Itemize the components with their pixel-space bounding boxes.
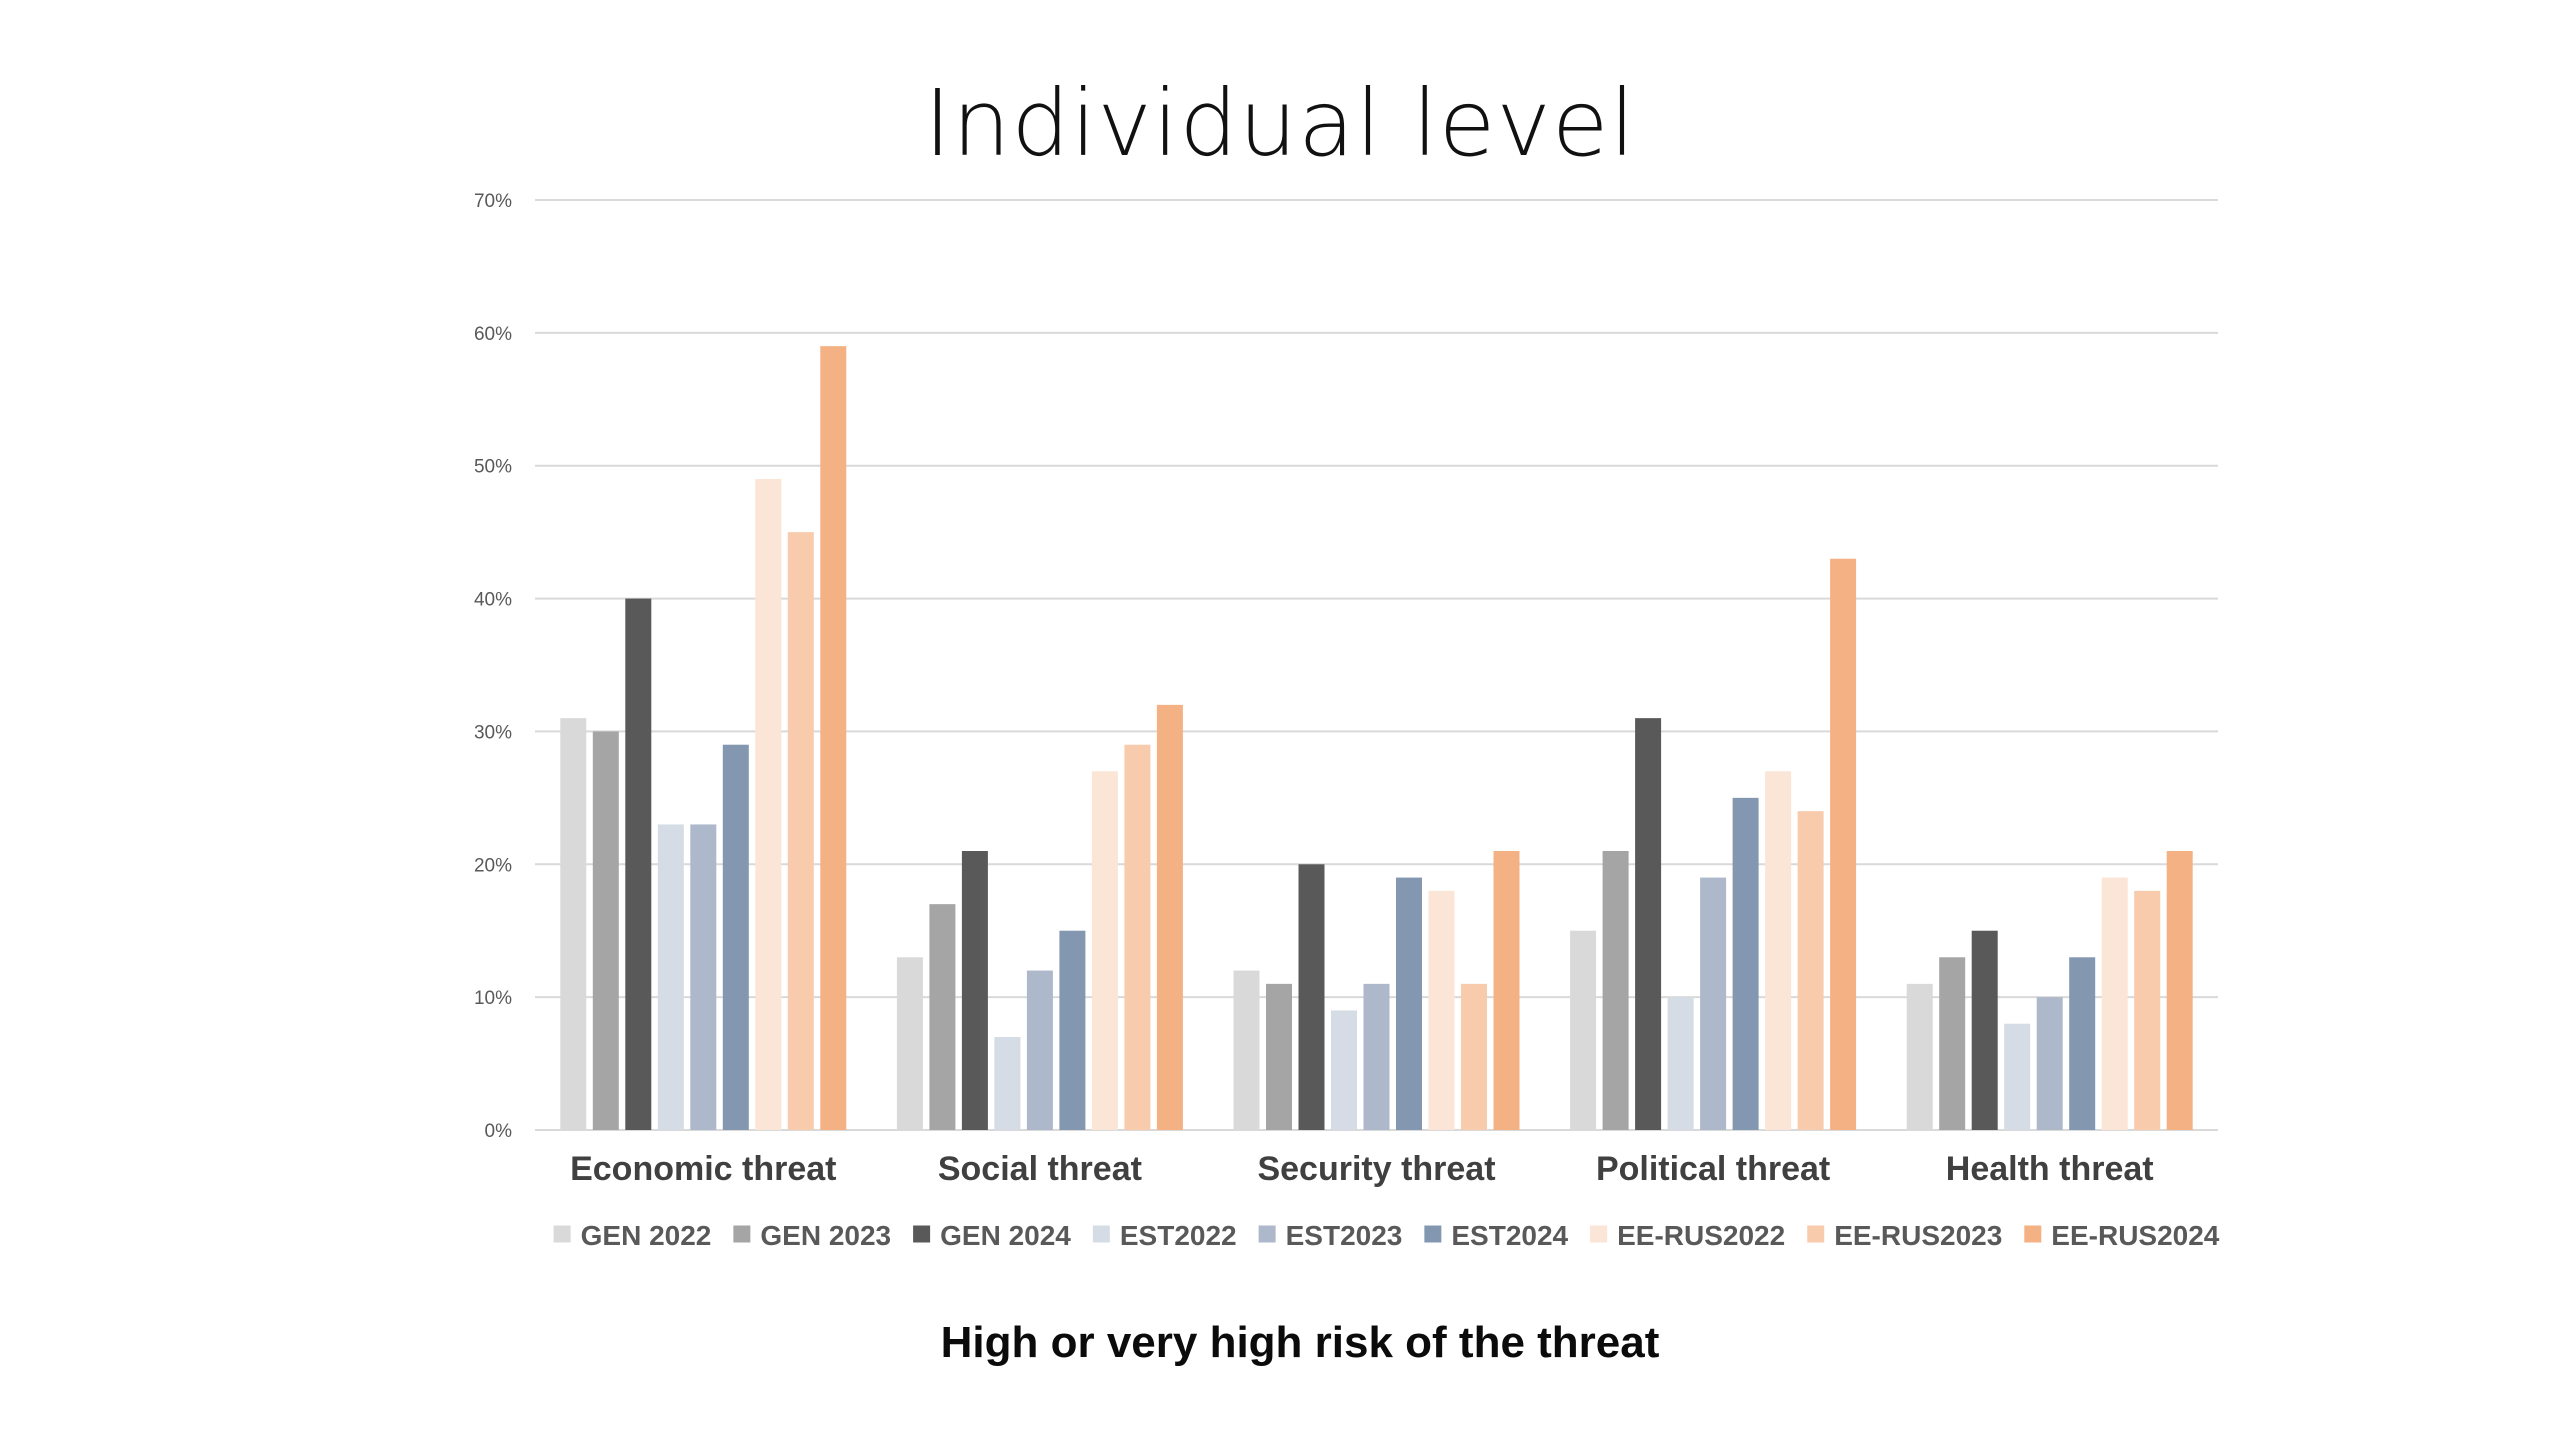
- bar: [1428, 890, 1455, 1130]
- legend-label: EST2022: [1120, 1220, 1237, 1251]
- y-tick-label: 40%: [474, 590, 512, 611]
- bar: [2036, 997, 2063, 1130]
- bar: [1906, 983, 1933, 1130]
- bar: [1797, 811, 1824, 1130]
- bar: [1602, 851, 1629, 1130]
- legend-swatch: [1424, 1225, 1442, 1243]
- bar: [820, 346, 847, 1131]
- x-category-label: Social threat: [938, 1150, 1142, 1188]
- bar: [1939, 957, 1966, 1130]
- legend-label: EE-RUS2022: [1617, 1220, 1785, 1251]
- bar: [1971, 930, 1998, 1130]
- legend-swatch: [553, 1225, 571, 1243]
- bar: [1363, 983, 1390, 1130]
- bar: [787, 532, 814, 1130]
- y-tick-label: 10%: [474, 988, 512, 1009]
- bar: [1732, 797, 1759, 1130]
- bar: [1331, 1010, 1357, 1130]
- y-tick-label: 30%: [474, 722, 512, 743]
- legend-swatch: [1258, 1225, 1276, 1243]
- bar: [2166, 851, 2193, 1130]
- legend-swatch: [1590, 1225, 1608, 1243]
- bar: [1700, 877, 1727, 1130]
- legend-swatch: [1092, 1225, 1110, 1243]
- x-category-label: Political threat: [1596, 1150, 1830, 1188]
- bar: [1156, 704, 1183, 1130]
- y-tick-label: 70%: [474, 191, 512, 212]
- x-category-label: Security threat: [1257, 1150, 1495, 1188]
- bar: [2101, 877, 2128, 1130]
- bar: [1091, 771, 1118, 1130]
- bar: [1461, 983, 1487, 1130]
- bar: [657, 824, 684, 1130]
- bar: [755, 479, 782, 1130]
- bar: [896, 957, 923, 1130]
- bar: [1635, 718, 1662, 1130]
- bar: [929, 904, 956, 1130]
- legend-label: EST2024: [1451, 1220, 1568, 1251]
- legend-swatch: [2024, 1225, 2042, 1243]
- bar: [625, 598, 652, 1130]
- chart-title: Individual level: [923, 70, 1637, 177]
- bar: [1124, 744, 1151, 1130]
- chart-subtitle: High or very high risk of the threat: [940, 1318, 1660, 1367]
- bar: [1233, 970, 1260, 1130]
- legend-swatch: [1807, 1225, 1825, 1243]
- bar: [1298, 864, 1325, 1130]
- bar: [560, 718, 587, 1130]
- bar: [1396, 877, 1422, 1130]
- bar: [1667, 997, 1694, 1130]
- y-tick-label: 20%: [474, 855, 512, 876]
- bar: [1266, 983, 1292, 1130]
- bar: [1026, 970, 1053, 1130]
- bar: [994, 1037, 1021, 1130]
- legend-label: GEN 2022: [581, 1220, 712, 1251]
- bar: [592, 731, 619, 1130]
- legend-label: GEN 2024: [940, 1220, 1071, 1251]
- y-tick-label: 60%: [474, 324, 512, 345]
- bar: [2069, 957, 2096, 1130]
- legend-label: GEN 2023: [760, 1220, 891, 1251]
- bar: [1493, 851, 1520, 1130]
- legend-swatch: [733, 1225, 751, 1243]
- bar: [2134, 890, 2161, 1130]
- y-tick-label: 0%: [485, 1121, 513, 1142]
- bar: [1830, 558, 1857, 1130]
- bar: [722, 744, 749, 1130]
- bar: [961, 851, 988, 1130]
- bar: [690, 824, 717, 1130]
- legend-label: EE-RUS2023: [1834, 1220, 2002, 1251]
- x-category-label: Health threat: [1946, 1150, 2154, 1188]
- y-tick-label: 50%: [474, 457, 512, 478]
- legend-label: EE-RUS2024: [2051, 1220, 2220, 1251]
- bar: [1059, 930, 1086, 1130]
- legend-swatch: [913, 1225, 931, 1243]
- x-category-label: Economic threat: [570, 1150, 836, 1188]
- bar: [2004, 1023, 2031, 1130]
- bar: [1570, 930, 1597, 1130]
- legend-label: EST2023: [1286, 1220, 1403, 1251]
- bar: [1765, 771, 1792, 1130]
